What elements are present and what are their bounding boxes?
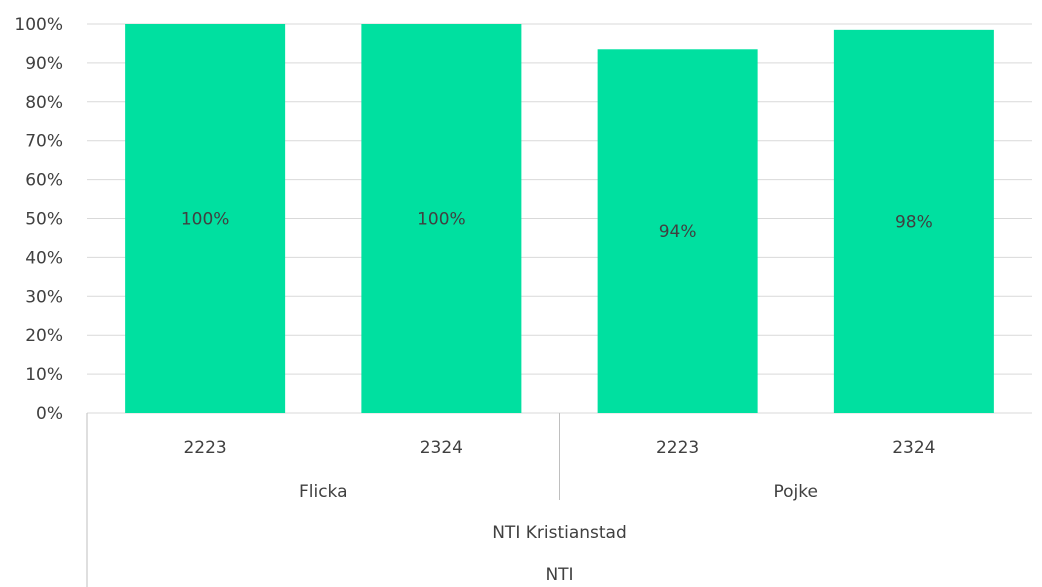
y-tick-label: 10% [25, 365, 63, 385]
y-tick-label: 30% [25, 287, 63, 307]
y-tick-label: 70% [25, 132, 63, 152]
x-group-label-org: NTI [545, 565, 573, 585]
y-tick-label: 100% [14, 15, 63, 35]
data-label: 98% [895, 212, 933, 232]
x-tick-label-year: 2324 [892, 438, 935, 458]
y-tick-label: 0% [36, 404, 63, 424]
x-group-label-gender: Pojke [774, 482, 818, 502]
x-tick-label-year: 2223 [656, 438, 699, 458]
y-tick-label: 50% [25, 210, 63, 230]
x-tick-label-year: 2223 [183, 438, 226, 458]
labels: 0% 10% 20% 30% 40% 50% 60% 70% 80% 90% 100% 100% 100… [14, 15, 935, 585]
bar [597, 49, 758, 413]
x-group-label-gender: Flicka [299, 482, 348, 502]
data-label: 100% [181, 210, 230, 230]
bar [361, 24, 522, 413]
axes [86, 413, 560, 587]
data-label: 100% [417, 210, 466, 230]
x-group-label-school: NTI Kristianstad [492, 523, 627, 543]
bar [125, 24, 286, 413]
y-tick-label: 80% [25, 93, 63, 113]
y-tick-label: 60% [25, 171, 63, 191]
y-tick-label: 20% [25, 326, 63, 346]
y-tick-label: 90% [25, 54, 63, 74]
x-tick-label-year: 2324 [420, 438, 463, 458]
bars [125, 24, 994, 414]
y-tick-label: 40% [25, 248, 63, 268]
bar [833, 29, 994, 414]
data-label: 94% [659, 222, 697, 242]
